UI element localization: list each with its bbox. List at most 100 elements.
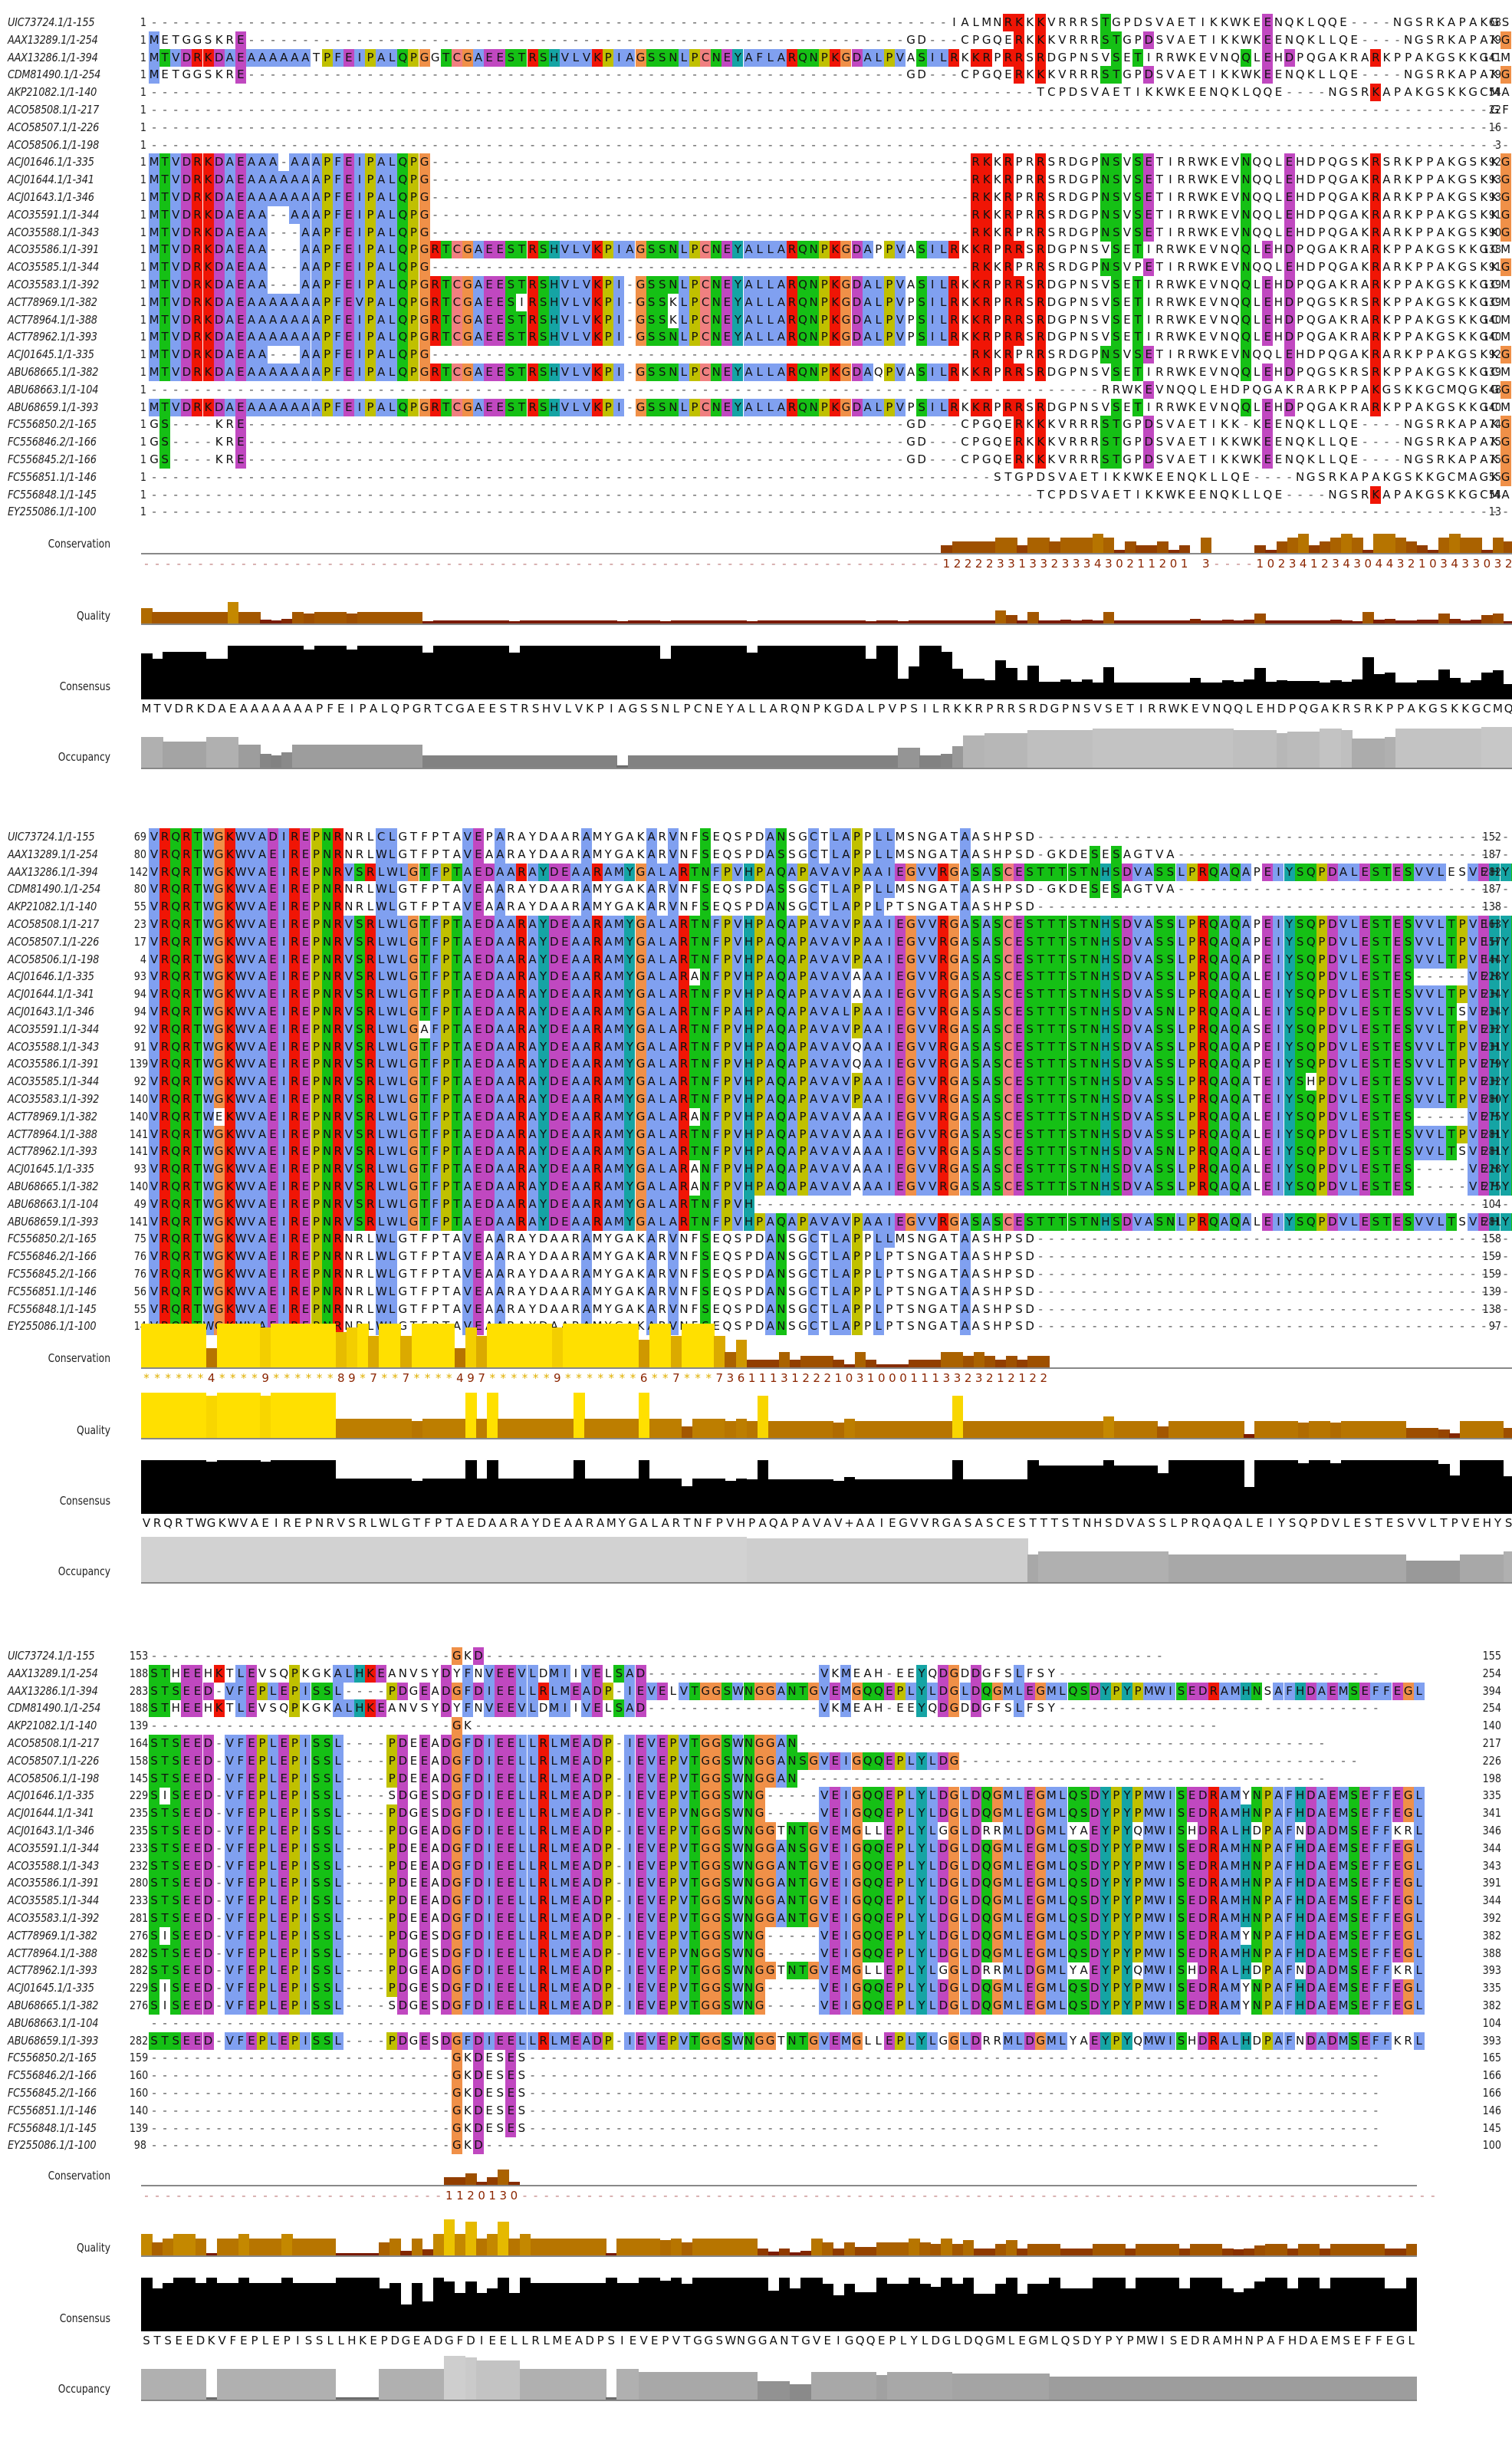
gap[interactable]: - [927, 84, 938, 101]
gap[interactable]: - [560, 101, 570, 119]
residue[interactable]: N [1100, 189, 1111, 206]
sequence-row[interactable]: UIC73724.1/1-155 1- - - - - - - - - - - - - - - - - - - - - - -… [0, 14, 1512, 31]
residue[interactable]: A [376, 224, 386, 242]
residue[interactable]: K [1230, 486, 1241, 504]
gap[interactable]: - [581, 451, 592, 469]
residue[interactable]: P [1295, 328, 1306, 346]
residue[interactable]: G [1500, 153, 1511, 171]
gap[interactable]: - [430, 416, 441, 433]
gap[interactable]: - [365, 84, 376, 101]
residue[interactable]: L [1251, 486, 1262, 504]
gap[interactable]: - [840, 14, 851, 31]
gap[interactable]: - [528, 206, 538, 224]
residue[interactable]: A [289, 189, 300, 206]
gap[interactable]: - [732, 224, 743, 242]
gap[interactable]: - [343, 119, 354, 137]
residue[interactable]: E [1241, 469, 1251, 486]
gap[interactable]: - [1035, 381, 1046, 399]
gap[interactable]: - [938, 66, 948, 84]
gap[interactable]: - [744, 101, 754, 119]
residue[interactable]: A [1435, 153, 1446, 171]
gap[interactable]: - [938, 433, 948, 451]
residue[interactable]: P [1414, 171, 1425, 189]
residue[interactable]: S [1111, 153, 1122, 171]
residue[interactable]: P [365, 224, 376, 242]
gap[interactable]: - [646, 258, 657, 276]
residue[interactable]: V [895, 311, 906, 329]
residue[interactable]: Q [1230, 49, 1241, 67]
gap[interactable]: - [1208, 101, 1219, 119]
gap[interactable]: - [257, 486, 268, 504]
gap[interactable]: - [528, 469, 538, 486]
gap[interactable]: - [765, 451, 776, 469]
gap[interactable]: - [354, 416, 365, 433]
residue[interactable]: K [1446, 416, 1457, 433]
residue[interactable]: L [386, 276, 397, 294]
residue[interactable]: S [646, 364, 657, 381]
gap[interactable]: - [538, 469, 549, 486]
residue[interactable]: I [354, 311, 365, 329]
gap[interactable]: - [408, 416, 419, 433]
residue[interactable]: P [819, 399, 830, 416]
residue[interactable]: A [246, 224, 257, 242]
gap[interactable]: - [624, 416, 635, 433]
gap[interactable]: - [333, 31, 343, 49]
residue[interactable]: A [225, 311, 235, 329]
residue[interactable]: A [246, 399, 257, 416]
residue[interactable]: S [1425, 451, 1435, 469]
gap[interactable]: - [884, 101, 895, 119]
gap[interactable]: - [311, 101, 322, 119]
gap[interactable]: - [938, 258, 948, 276]
residue[interactable]: T [159, 241, 170, 258]
residue[interactable]: P [1414, 189, 1425, 206]
residue[interactable]: P [689, 49, 700, 67]
residue[interactable]: A [744, 328, 754, 346]
gap[interactable]: - [895, 469, 906, 486]
gap[interactable]: - [462, 346, 473, 364]
residue[interactable]: R [1154, 276, 1165, 294]
gap[interactable]: - [570, 416, 581, 433]
residue[interactable]: E [343, 399, 354, 416]
residue[interactable]: A [1457, 433, 1468, 451]
residue[interactable]: W [1241, 31, 1251, 49]
gap[interactable]: - [624, 328, 635, 346]
gap[interactable]: - [646, 433, 657, 451]
residue[interactable]: E [1349, 433, 1359, 451]
residue[interactable]: V [170, 206, 181, 224]
residue[interactable]: A [1381, 346, 1392, 364]
residue[interactable]: Q [1262, 224, 1273, 242]
residue[interactable]: P [1014, 189, 1024, 206]
residue[interactable]: H [1295, 153, 1306, 171]
gap[interactable]: - [408, 14, 419, 31]
gap[interactable]: - [365, 486, 376, 504]
residue[interactable]: S [1435, 486, 1446, 504]
residue[interactable]: K [971, 328, 981, 346]
residue[interactable]: P [1403, 241, 1414, 258]
residue[interactable]: A [300, 206, 311, 224]
gap[interactable]: - [311, 486, 322, 504]
residue[interactable]: K [1035, 416, 1046, 433]
residue[interactable]: S [1446, 276, 1457, 294]
gap[interactable]: - [257, 416, 268, 433]
residue[interactable]: M [149, 241, 159, 258]
gap[interactable]: - [257, 381, 268, 399]
gap[interactable]: - [192, 381, 202, 399]
sequence-name[interactable]: ACJ01643.1/1-346 [8, 189, 113, 206]
residue[interactable]: P [408, 49, 419, 67]
gap[interactable]: - [203, 381, 214, 399]
residue[interactable]: D [1046, 328, 1057, 346]
residue[interactable]: R [430, 311, 441, 329]
gap[interactable]: - [819, 451, 830, 469]
residue[interactable]: N [668, 364, 679, 381]
gap[interactable]: - [721, 171, 732, 189]
residue[interactable]: V [1154, 14, 1165, 31]
residue[interactable]: S [646, 311, 657, 329]
gap[interactable]: - [516, 469, 527, 486]
residue[interactable]: A [311, 206, 322, 224]
residue[interactable]: R [1370, 189, 1381, 206]
gap[interactable]: - [668, 381, 679, 399]
gap[interactable]: - [852, 224, 863, 242]
gap[interactable]: - [830, 31, 840, 49]
residue[interactable]: R [1176, 171, 1187, 189]
gap[interactable]: - [711, 66, 721, 84]
